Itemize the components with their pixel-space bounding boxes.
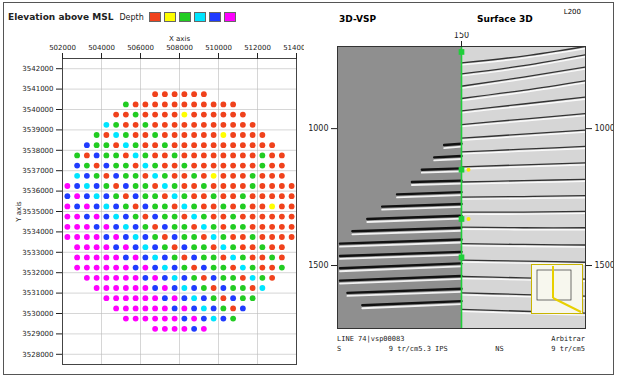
- svg-text:3530000: 3530000: [22, 310, 53, 318]
- html-text:3D-VSP: 3D-VSP: [339, 14, 376, 24]
- html-text:LINE 74|vsp00083: LINE 74|vsp00083: [337, 335, 405, 343]
- html-text:Arbitrar: Arbitrar: [551, 335, 585, 343]
- html-text:9 tr/cm5.3 IPS: 9 tr/cm5.3 IPS: [388, 345, 448, 353]
- svg-text:1000: 1000: [595, 124, 614, 133]
- svg-text:3532000: 3532000: [22, 269, 53, 277]
- svg-text:3533000: 3533000: [22, 249, 53, 257]
- svg-text:502000: 502000: [49, 44, 76, 52]
- html-text:L200: L200: [563, 8, 581, 16]
- html-text:Elevation above MSL: Elevation above MSL: [8, 12, 114, 22]
- svg-text:3536000: 3536000: [22, 187, 53, 195]
- svg-text:514000: 514000: [283, 44, 304, 52]
- svg-text:506000: 506000: [127, 44, 154, 52]
- svg-text:3541000: 3541000: [22, 85, 53, 93]
- svg-text:1500: 1500: [595, 261, 614, 270]
- svg-text:1500: 1500: [309, 261, 329, 270]
- svg-text:3542000: 3542000: [22, 65, 53, 73]
- svg-text:3540000: 3540000: [22, 106, 53, 114]
- svg-text:X axis: X axis: [169, 35, 190, 43]
- svg-text:3529000: 3529000: [22, 330, 53, 338]
- svg-text:3535000: 3535000: [22, 208, 53, 216]
- svg-text:3539000: 3539000: [22, 126, 53, 134]
- svg-text:508000: 508000: [166, 44, 193, 52]
- svg-text:150: 150: [454, 32, 469, 40]
- svg-text:510000: 510000: [205, 44, 232, 52]
- html-text:NS: NS: [495, 345, 504, 353]
- html-text:S: S: [337, 345, 342, 353]
- svg-text:504000: 504000: [88, 44, 115, 52]
- svg-text:512000: 512000: [244, 44, 271, 52]
- svg-text:3534000: 3534000: [22, 228, 53, 236]
- svg-text:Y axis: Y axis: [15, 201, 23, 223]
- svg-text:3528000: 3528000: [22, 351, 53, 359]
- svg-text:1000: 1000: [309, 124, 329, 133]
- html-text:Surface 3D: Surface 3D: [477, 14, 533, 24]
- html-text:9 tr/cm5: 9 tr/cm5: [551, 345, 585, 353]
- svg-text:3538000: 3538000: [22, 147, 53, 155]
- html-text:Depth: Depth: [119, 12, 144, 22]
- svg-text:3537000: 3537000: [22, 167, 53, 175]
- svg-text:3531000: 3531000: [22, 289, 53, 297]
